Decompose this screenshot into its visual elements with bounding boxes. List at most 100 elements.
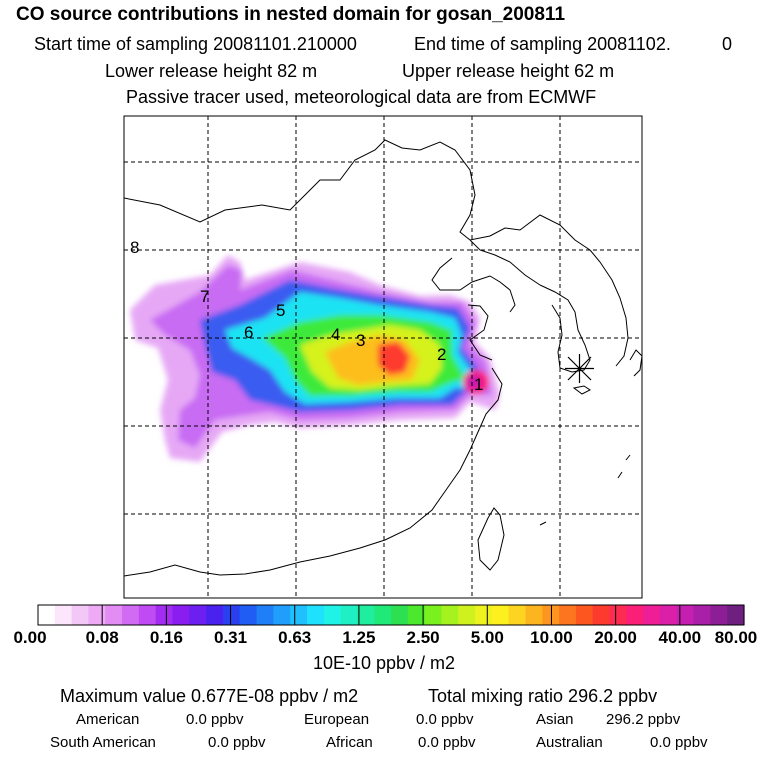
colorbar-swatch bbox=[609, 605, 627, 625]
colorbar-tick-label: 1.25 bbox=[342, 628, 376, 647]
colorbar-swatch bbox=[138, 605, 157, 625]
colorbar-swatch bbox=[374, 605, 392, 625]
australian-value: 0.0 ppbv bbox=[650, 734, 708, 751]
american-label: American bbox=[76, 711, 140, 728]
australian-label: Australian bbox=[536, 734, 603, 751]
colorbar-tick-label: 40.00 bbox=[658, 628, 702, 647]
maximum-value: Maximum value 0.677E-08 ppbv / m2 bbox=[60, 686, 359, 706]
african-value: 0.0 ppbv bbox=[418, 734, 476, 751]
colorbar-swatch bbox=[323, 605, 342, 625]
colorbar-swatch bbox=[710, 605, 728, 625]
colorbar-swatch bbox=[290, 605, 308, 625]
colorbar-swatch bbox=[340, 605, 358, 625]
figure-title: CO source contributions in nested domain… bbox=[16, 4, 566, 25]
colorbar-tick-label: 0.08 bbox=[85, 628, 119, 647]
colorbar-swatch bbox=[71, 605, 90, 625]
colorbar-swatch bbox=[407, 605, 426, 625]
map-frame bbox=[123, 115, 643, 599]
european-value: 0.0 ppbv bbox=[416, 711, 474, 728]
colorbar-swatch bbox=[256, 605, 274, 625]
korea-china-border bbox=[469, 239, 541, 286]
african-label: African bbox=[326, 734, 373, 751]
colorbar-tick-label: 0.16 bbox=[149, 628, 183, 647]
coastline-layer bbox=[124, 139, 642, 577]
south-american-value: 0.0 ppbv bbox=[208, 734, 266, 751]
colorbar-swatch bbox=[559, 605, 577, 625]
colorbar-swatch bbox=[38, 605, 56, 625]
source-label-4: 4 bbox=[331, 325, 340, 344]
south-american-label: South American bbox=[50, 734, 156, 751]
start-time-label: Start time of sampling 20081101.210000 bbox=[34, 34, 357, 54]
source-label-6: 6 bbox=[244, 323, 253, 342]
lower-release-height: Lower release height 82 m bbox=[105, 61, 318, 81]
colorbar-swatch bbox=[122, 605, 140, 625]
country-border-north bbox=[124, 139, 591, 251]
colorbar-swatch bbox=[441, 605, 459, 625]
korea-east-coast bbox=[589, 249, 629, 367]
graticule bbox=[124, 116, 642, 598]
tracer-note: Passive tracer used, meteorological data… bbox=[126, 87, 597, 107]
korea-peninsula bbox=[539, 284, 591, 373]
colorbar-swatch bbox=[525, 605, 543, 625]
colorbar-tick-label: 0.00 bbox=[13, 628, 47, 647]
source-label-8: 8 bbox=[130, 238, 139, 257]
colorbar-tick-label: 80.00 bbox=[714, 628, 758, 647]
colorbar-swatch bbox=[458, 605, 476, 625]
colorbar-units: 10E-10 ppbv / m2 bbox=[312, 653, 456, 673]
colorbar-tick-label: 0.31 bbox=[213, 628, 248, 647]
asian-label: Asian bbox=[536, 711, 574, 728]
european-label: European bbox=[304, 711, 370, 728]
colorbar-swatch bbox=[273, 605, 291, 625]
colorbar bbox=[37, 604, 745, 626]
colorbar-swatch bbox=[88, 605, 106, 625]
colorbar-swatch bbox=[659, 605, 678, 625]
colorbar-tick-label: 2.50 bbox=[406, 628, 440, 647]
colorbar-swatch bbox=[491, 605, 510, 625]
colorbar-tick-label: 5.00 bbox=[470, 628, 504, 647]
coast-shandong bbox=[467, 304, 493, 361]
colorbar-swatch bbox=[105, 605, 123, 625]
jeju-island bbox=[572, 385, 591, 395]
colorbar-swatch bbox=[306, 605, 325, 625]
receptor-star-icon bbox=[565, 354, 594, 383]
plume-contour-red bbox=[378, 342, 410, 375]
american-value: 0.0 ppbv bbox=[186, 711, 244, 728]
source-label-5: 5 bbox=[276, 301, 285, 320]
colorbar-swatch bbox=[54, 605, 73, 625]
colorbar-swatch bbox=[172, 605, 190, 625]
end-time-suffix: 0 bbox=[722, 34, 733, 54]
coast-southwest bbox=[124, 564, 201, 577]
coast-bohai bbox=[431, 257, 516, 313]
total-mixing-ratio: Total mixing ratio 296.2 ppbv bbox=[428, 686, 658, 706]
colorbar-swatch bbox=[155, 605, 174, 625]
colorbar-swatch bbox=[727, 605, 745, 625]
coast-east-china bbox=[199, 367, 503, 576]
colorbar-swatch bbox=[391, 605, 409, 625]
source-label-7: 7 bbox=[200, 287, 209, 306]
colorbar-swatch bbox=[643, 605, 661, 625]
source-label-3: 3 bbox=[356, 331, 365, 350]
colorbar-swatch bbox=[357, 605, 375, 625]
colorbar-swatch bbox=[676, 605, 695, 625]
colorbar-swatch bbox=[575, 605, 594, 625]
concentration-field bbox=[130, 255, 500, 462]
colorbar-swatch bbox=[626, 605, 644, 625]
colorbar-tick-label: 20.00 bbox=[594, 628, 637, 647]
source-label-1: 1 bbox=[474, 375, 483, 394]
asian-value: 296.2 ppbv bbox=[606, 711, 681, 728]
plume-hotspot-core bbox=[467, 375, 481, 389]
colorbar-swatch bbox=[189, 605, 207, 625]
colorbar-swatch bbox=[239, 605, 258, 625]
colorbar-swatch bbox=[592, 605, 611, 625]
colorbar-swatch bbox=[206, 605, 224, 625]
colorbar-swatch bbox=[222, 605, 241, 625]
source-region-labels: 1 2 3 4 5 6 7 8 bbox=[130, 238, 483, 394]
taiwan-island bbox=[477, 507, 505, 571]
end-time-label: End time of sampling 20081102. bbox=[414, 34, 671, 54]
colorbar-swatch bbox=[693, 605, 711, 625]
colorbar-swatch bbox=[508, 605, 527, 625]
source-label-2: 2 bbox=[437, 345, 446, 364]
ryukyu-islands bbox=[539, 454, 631, 526]
colorbar-swatch bbox=[424, 605, 443, 625]
